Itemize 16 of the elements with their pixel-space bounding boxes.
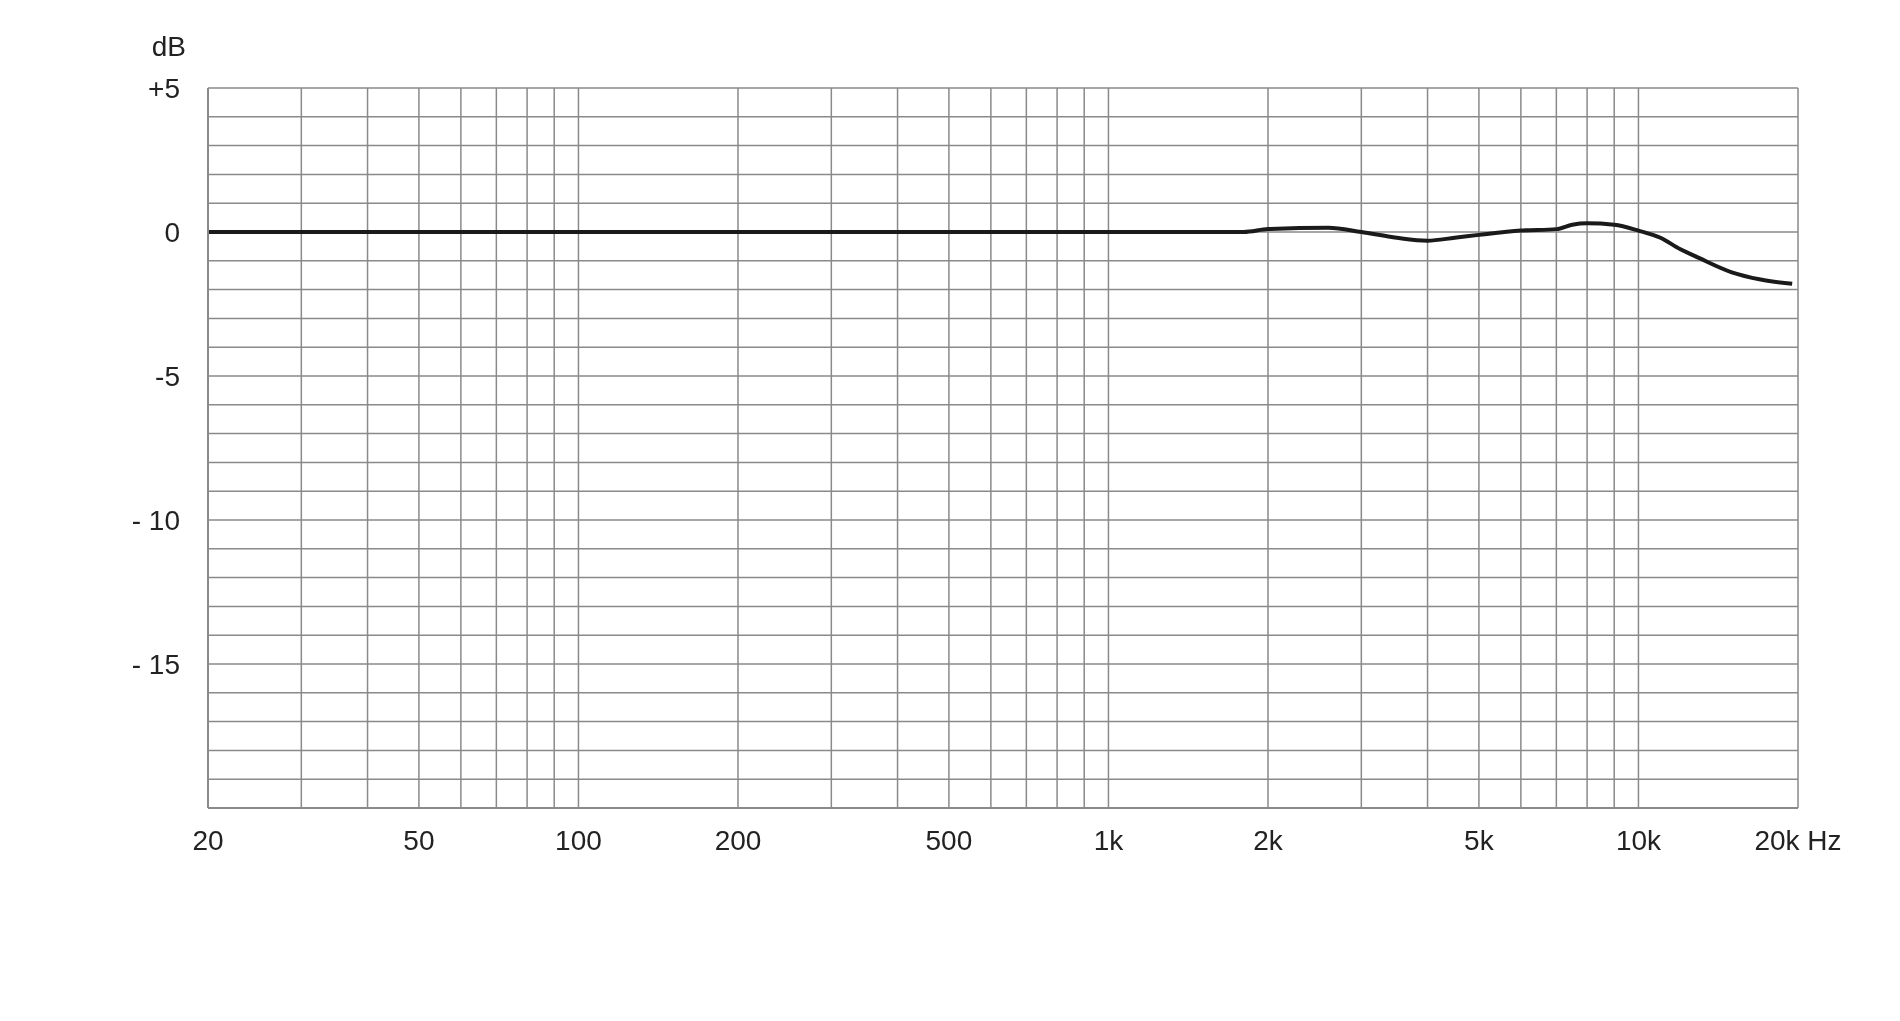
x-tick-label: 100	[555, 824, 602, 856]
x-tick-label: 10k	[1615, 824, 1663, 856]
x-tick-label: 20	[192, 824, 224, 856]
y-tick-label: 0	[164, 216, 180, 248]
x-tick-label: 500	[925, 824, 973, 856]
x-tick-label: 20k Hz	[1754, 824, 1842, 856]
y-tick-label: - 15	[131, 648, 180, 680]
x-tick-label: 1k	[1093, 824, 1125, 856]
y-tick-label: -5	[155, 360, 180, 392]
y-tick-label: - 10	[131, 504, 180, 536]
x-tick-label: 2k	[1253, 824, 1284, 856]
y-axis-title: dB	[151, 31, 186, 62]
x-tick-label: 50	[403, 824, 435, 856]
x-tick-label: 5k	[1464, 824, 1495, 856]
x-tick-label: 200	[714, 824, 762, 856]
y-tick-label: +5	[148, 72, 180, 104]
